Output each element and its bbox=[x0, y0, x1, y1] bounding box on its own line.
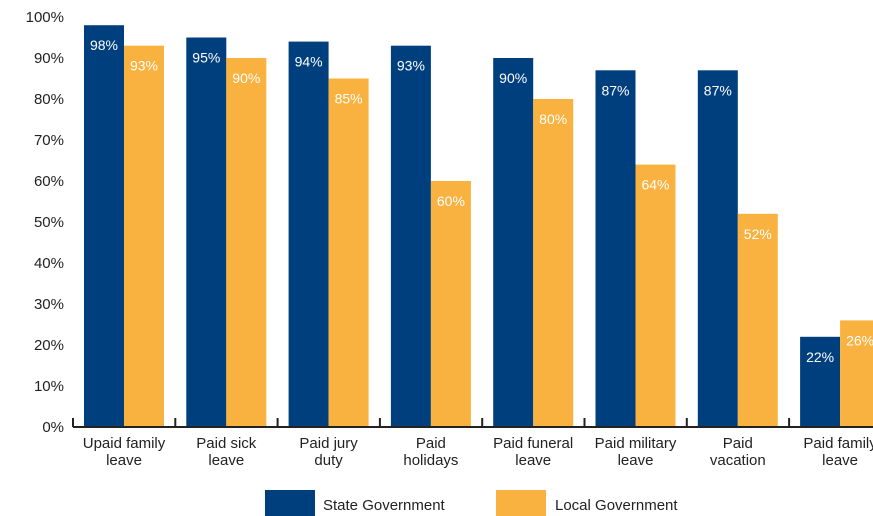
y-tick-label: 70% bbox=[34, 132, 64, 149]
bar-local bbox=[840, 320, 873, 427]
y-tick-label: 80% bbox=[34, 91, 64, 108]
data-label: 26% bbox=[846, 332, 873, 348]
bar-state bbox=[493, 58, 534, 427]
y-tick-label: 90% bbox=[34, 50, 64, 67]
category-label: leave bbox=[208, 452, 244, 469]
category-label: holidays bbox=[403, 452, 458, 469]
y-tick-label: 0% bbox=[42, 419, 64, 436]
legend-swatch-state bbox=[265, 490, 315, 516]
y-tick-label: 60% bbox=[34, 173, 64, 190]
data-label: 60% bbox=[437, 193, 465, 209]
y-tick-label: 30% bbox=[34, 296, 64, 313]
bar-state bbox=[800, 336, 841, 427]
category-label: Paid military bbox=[595, 435, 677, 452]
bar-state bbox=[697, 70, 738, 428]
data-label: 64% bbox=[641, 177, 669, 193]
legend-label: State Government bbox=[323, 497, 446, 514]
category-label: leave bbox=[106, 452, 142, 469]
bar-state bbox=[186, 37, 227, 427]
bar-state bbox=[390, 45, 431, 427]
legend-swatch-local bbox=[496, 490, 546, 516]
data-label: 80% bbox=[539, 111, 567, 127]
data-label: 87% bbox=[704, 82, 732, 98]
data-label: 98% bbox=[90, 37, 118, 53]
y-tick-label: 50% bbox=[34, 214, 64, 231]
category-label: Paid bbox=[723, 435, 753, 452]
y-tick-label: 40% bbox=[34, 255, 64, 272]
bar-state bbox=[595, 70, 636, 428]
bars: 98% 93% 95% 90% 94% 85% 93% 60% 90% 80% 87% 64% 87% 5… bbox=[84, 25, 873, 428]
bar-local bbox=[635, 164, 676, 427]
legend-label: Local Government bbox=[555, 497, 678, 514]
data-label: 94% bbox=[295, 54, 323, 70]
category-label: Paid funeral bbox=[493, 435, 573, 452]
y-axis: 0% 10% 20% 30% 40% 50% 60% 70% 80% 90% 100% bbox=[26, 9, 64, 436]
category-label: duty bbox=[314, 452, 343, 469]
bar-local bbox=[328, 78, 369, 427]
data-label: 95% bbox=[192, 50, 220, 66]
category-label: Upaid family bbox=[83, 435, 166, 452]
bar-local bbox=[226, 58, 267, 427]
category-label: leave bbox=[822, 452, 858, 469]
category-label: vacation bbox=[710, 452, 766, 469]
bar-local bbox=[124, 45, 164, 427]
data-label: 90% bbox=[499, 70, 527, 86]
category-label: leave bbox=[618, 452, 654, 469]
bar-local bbox=[737, 213, 778, 427]
legend: State Government Local Government bbox=[265, 490, 678, 516]
category-label: leave bbox=[515, 452, 551, 469]
data-label: 93% bbox=[397, 58, 425, 74]
y-tick-label: 10% bbox=[34, 378, 64, 395]
y-tick-label: 100% bbox=[26, 9, 64, 26]
category-label: Paid sick bbox=[196, 435, 257, 452]
bar-local bbox=[533, 99, 574, 427]
data-label: 93% bbox=[130, 58, 158, 74]
bar-state bbox=[84, 25, 124, 427]
data-label: 22% bbox=[806, 349, 834, 365]
y-tick-label: 20% bbox=[34, 337, 64, 354]
data-label: 90% bbox=[232, 70, 260, 86]
category-label: Paid bbox=[416, 435, 446, 452]
bar-state bbox=[288, 41, 329, 427]
bar-local bbox=[430, 181, 471, 427]
data-label: 52% bbox=[744, 226, 772, 242]
data-label: 87% bbox=[601, 82, 629, 98]
category-label: Paid family bbox=[803, 435, 873, 452]
category-label: Paid jury bbox=[299, 435, 358, 452]
data-label: 85% bbox=[335, 91, 363, 107]
